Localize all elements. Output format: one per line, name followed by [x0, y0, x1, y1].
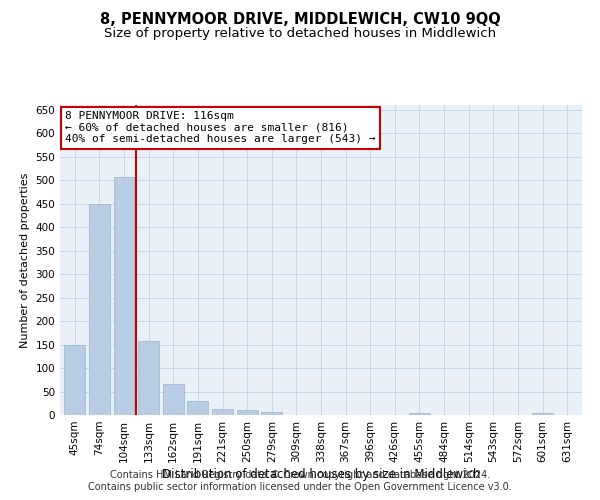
Y-axis label: Number of detached properties: Number of detached properties	[20, 172, 30, 348]
Text: 8 PENNYMOOR DRIVE: 116sqm
← 60% of detached houses are smaller (816)
40% of semi: 8 PENNYMOOR DRIVE: 116sqm ← 60% of detac…	[65, 111, 376, 144]
Bar	[409, 412, 430, 415]
Bar	[113, 177, 134, 415]
Text: Contains public sector information licensed under the Open Government Licence v3: Contains public sector information licen…	[88, 482, 512, 492]
Text: Size of property relative to detached houses in Middlewich: Size of property relative to detached ho…	[104, 28, 496, 40]
Bar	[532, 412, 553, 415]
Bar	[236, 410, 257, 415]
X-axis label: Distribution of detached houses by size in Middlewich: Distribution of detached houses by size …	[162, 468, 480, 480]
Text: 8, PENNYMOOR DRIVE, MIDDLEWICH, CW10 9QQ: 8, PENNYMOOR DRIVE, MIDDLEWICH, CW10 9QQ	[100, 12, 500, 28]
Bar	[261, 412, 282, 415]
Bar	[138, 341, 159, 415]
Bar	[212, 409, 233, 415]
Bar	[163, 384, 184, 415]
Bar	[187, 401, 208, 415]
Bar	[89, 204, 110, 415]
Text: Contains HM Land Registry data © Crown copyright and database right 2024.: Contains HM Land Registry data © Crown c…	[110, 470, 490, 480]
Bar	[64, 346, 85, 415]
